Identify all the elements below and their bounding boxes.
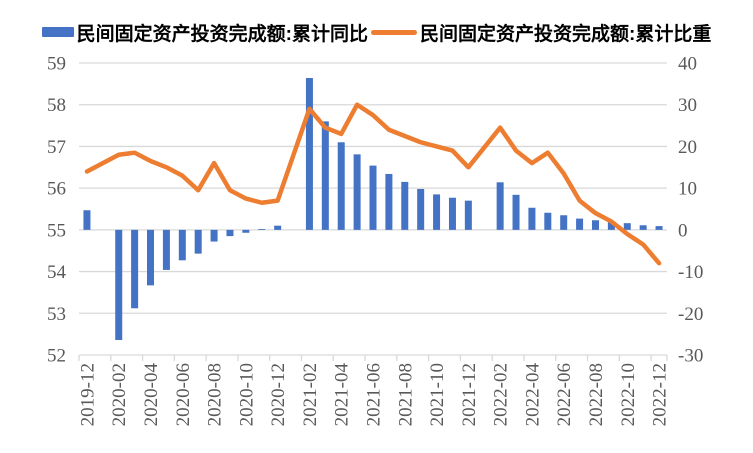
x-axis-tick-label: 2020-04 [141,363,162,427]
legend-item-share: 民间固定资产投资完成额:累计比重 [371,19,711,46]
x-axis-tick-label: 2020-08 [205,363,226,426]
bar-yoy [305,78,313,230]
x-axis-tick-label: 2022-06 [554,363,575,426]
left-axis-tick-label: 58 [47,95,66,116]
bar-yoy [83,210,91,230]
x-axis-tick-label: 2021-12 [459,363,480,426]
x-axis-tick-label: 2022-10 [618,363,639,426]
bar-yoy [242,229,250,233]
x-axis-tick-label: 2021-06 [364,363,385,426]
legend-item-yoy: 民间固定资产投资完成额:累计同比 [41,19,368,46]
bar-yoy [639,225,647,230]
bar-yoy [496,182,504,230]
right-axis-tick-label: -10 [678,262,703,283]
x-axis-tick-label: 2020-12 [268,363,289,426]
bar-yoy [353,154,361,230]
left-axis-tick-label: 56 [47,179,66,200]
bar-yoy [194,229,202,254]
bar-yoy [258,229,266,230]
right-axis-tick-label: 0 [678,220,688,241]
x-axis-tick-label: 2022-12 [650,363,671,426]
bar-yoy [321,121,329,230]
bar-yoy [337,142,345,230]
bar-yoy [226,229,234,237]
bar-yoy [448,197,456,230]
bar-yoy [147,229,155,286]
bar-yoy [655,226,663,230]
bar-yoy [131,229,139,309]
bar-yoy [417,188,425,230]
x-axis-tick-label: 2019-12 [77,363,98,426]
bar-yoy [115,229,123,340]
left-axis-tick-label: 57 [47,137,66,158]
x-axis-tick-label: 2021-04 [332,363,353,427]
right-axis-tick-label: 10 [678,179,697,200]
x-axis-tick-label: 2020-02 [109,363,130,426]
bar-yoy [385,173,393,230]
legend-label-yoy: 民间固定资产投资完成额:累计同比 [76,23,368,45]
x-axis-tick-label: 2021-08 [395,363,416,426]
bar-yoy [528,207,536,230]
x-axis-tick-label: 2021-10 [427,363,448,426]
bar-yoy [178,229,186,261]
bar-yoy [512,194,520,230]
bar-yoy [576,218,584,230]
bar-yoy [401,181,409,230]
bar-yoy [433,194,441,230]
left-axis-tick-label: 52 [47,346,66,367]
x-axis-tick-label: 2022-08 [586,363,607,426]
bar-yoy [210,229,218,242]
bar-yoy [274,225,282,230]
x-axis-tick-label: 2022-04 [522,363,543,427]
right-axis-tick-label: -20 [678,304,703,325]
line-share [84,102,662,266]
bar-yoy [544,212,552,230]
right-axis-tick-label: -30 [678,346,703,367]
right-axis-tick-label: 40 [678,54,697,75]
bar-yoy [369,165,377,230]
left-axis-tick-label: 53 [47,304,66,325]
x-axis-tick-label: 2021-02 [300,363,321,426]
bar-yoy [560,215,568,230]
bar-yoy [623,223,631,230]
x-axis-tick-label: 2020-10 [236,363,257,426]
bar-yoy [591,220,599,230]
left-axis-tick-label: 59 [47,54,66,75]
bar-yoy [162,229,170,270]
x-axis-tick-label: 2020-06 [173,363,194,426]
chart-legend: 民间固定资产投资完成额:累计同比 民间固定资产投资完成额:累计比重 [0,19,753,45]
left-axis-tick-label: 54 [47,262,67,283]
bar-yoy [607,221,615,230]
right-axis-tick-label: 30 [678,95,697,116]
right-axis-tick-label: 20 [678,137,697,158]
left-axis-tick-label: 55 [47,220,66,241]
line-series-swatch-icon [371,29,417,35]
legend-label-share: 民间固定资产投资完成额:累计比重 [420,23,712,45]
bar-yoy [464,200,472,230]
bar-series-swatch-icon [41,27,74,37]
x-axis-tick-label: 2022-02 [491,363,512,426]
